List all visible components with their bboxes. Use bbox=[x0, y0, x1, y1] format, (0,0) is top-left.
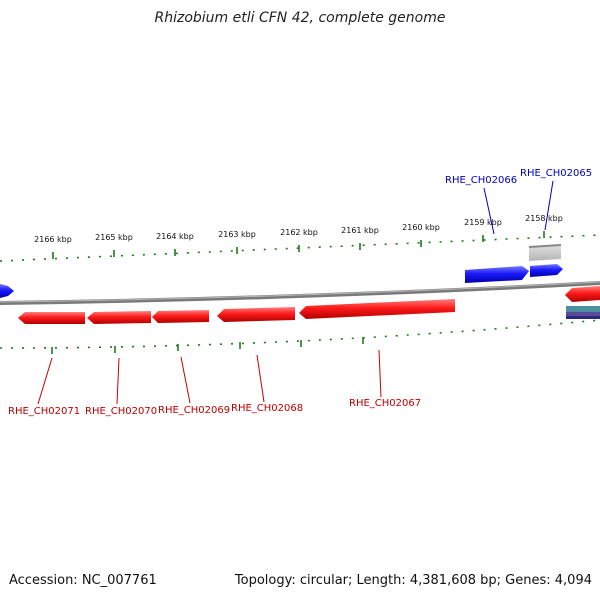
map-title: Rhizobium etli CFN 42, complete genome bbox=[154, 10, 446, 26]
gene-arrow-rhe-ch02071[interactable] bbox=[18, 312, 85, 324]
gene-arrow-forward-partial[interactable] bbox=[0, 284, 14, 298]
feature-block-teal[interactable] bbox=[566, 306, 600, 312]
gene-arrow-rhe-ch02066[interactable] bbox=[465, 266, 529, 283]
reverse-tick-track bbox=[0, 319, 600, 349]
genome-backbone-highlight bbox=[0, 281, 600, 303]
tick-label: 2159 kbp bbox=[464, 218, 502, 227]
reverse-major-ticks bbox=[51, 337, 364, 354]
gene-block-grey-top bbox=[528, 244, 562, 248]
tick-label: 2166 kbp bbox=[34, 235, 72, 244]
feature-block-navy[interactable] bbox=[566, 316, 600, 319]
gene-label-rhe-ch02067: RHE_CH02067 bbox=[349, 398, 421, 409]
gene-arrow-rhe-ch02065[interactable] bbox=[530, 264, 563, 277]
reverse-leader-lines bbox=[37, 349, 382, 405]
tick-label: 2162 kbp bbox=[280, 228, 318, 237]
gene-arrow-rhe-ch02068[interactable] bbox=[217, 307, 295, 322]
genome-stats-text: Topology: circular; Length: 4,381,608 bp… bbox=[234, 573, 592, 588]
tick-label: 2161 kbp bbox=[341, 226, 379, 235]
forward-tick-track bbox=[0, 234, 600, 262]
gene-block-grey[interactable] bbox=[529, 245, 561, 261]
major-ticks bbox=[52, 231, 545, 259]
gene-label-rhe-ch02066: RHE_CH02066 bbox=[445, 175, 517, 186]
tick-label: 2160 kbp bbox=[402, 223, 440, 232]
gene-arrow-rhe-ch02069[interactable] bbox=[152, 310, 209, 323]
genome-backbone bbox=[0, 281, 600, 305]
tick-label: 2158 kbp bbox=[525, 214, 563, 223]
gene-label-rhe-ch02070: RHE_CH02070 bbox=[85, 406, 157, 417]
tick-labels: 2166 kbp 2165 kbp 2164 kbp 2163 kbp 2162 kbp… bbox=[34, 214, 563, 244]
gene-label-rhe-ch02071: RHE_CH02071 bbox=[8, 406, 80, 417]
gene-label-rhe-ch02068: RHE_CH02068 bbox=[231, 403, 303, 414]
gene-arrow-reverse-partial[interactable] bbox=[565, 286, 600, 302]
tick-label: 2165 kbp bbox=[95, 233, 133, 242]
gene-label-rhe-ch02069: RHE_CH02069 bbox=[158, 405, 230, 416]
feature-block-purple[interactable] bbox=[566, 312, 600, 316]
gene-label-rhe-ch02065: RHE_CH02065 bbox=[520, 168, 592, 179]
gene-arrow-rhe-ch02067[interactable] bbox=[299, 299, 455, 319]
accession-text: Accession: NC_007761 bbox=[9, 573, 157, 588]
tick-label: 2164 kbp bbox=[156, 232, 194, 241]
forward-leader-lines bbox=[483, 180, 554, 235]
gene-arrow-rhe-ch02070[interactable] bbox=[87, 311, 151, 324]
tick-label: 2163 kbp bbox=[218, 230, 256, 239]
